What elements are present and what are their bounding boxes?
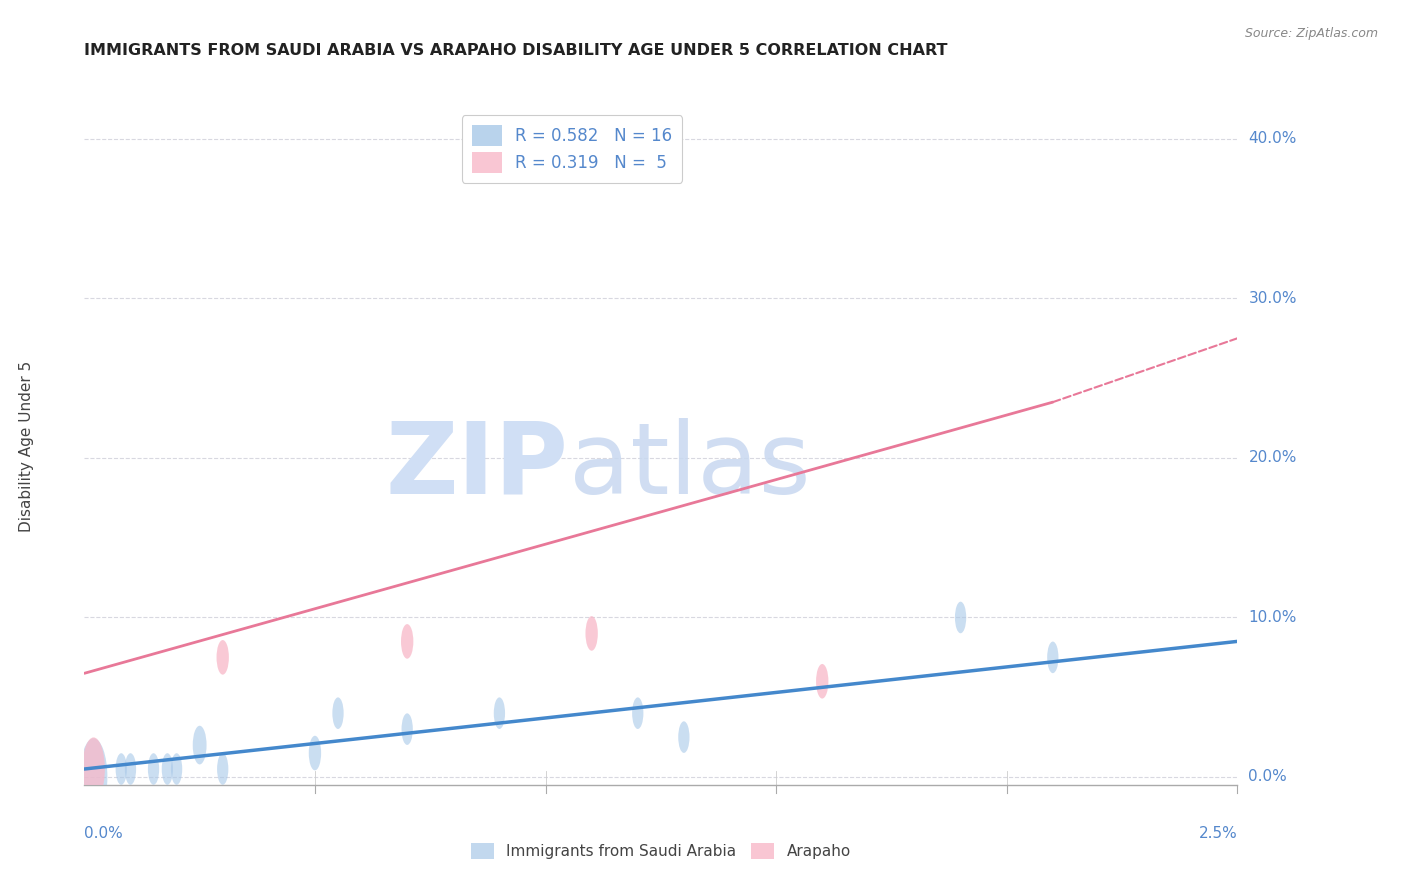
Legend: Immigrants from Saudi Arabia, Arapaho: Immigrants from Saudi Arabia, Arapaho — [465, 838, 856, 865]
Text: Disability Age Under 5: Disability Age Under 5 — [20, 360, 34, 532]
Text: 10.0%: 10.0% — [1249, 610, 1296, 625]
Text: IMMIGRANTS FROM SAUDI ARABIA VS ARAPAHO DISABILITY AGE UNDER 5 CORRELATION CHART: IMMIGRANTS FROM SAUDI ARABIA VS ARAPAHO … — [84, 43, 948, 58]
Text: 30.0%: 30.0% — [1249, 291, 1296, 306]
Text: ZIP: ZIP — [385, 417, 568, 515]
Text: atlas: atlas — [568, 417, 810, 515]
Text: Source: ZipAtlas.com: Source: ZipAtlas.com — [1244, 27, 1378, 40]
Text: 0.0%: 0.0% — [84, 826, 124, 840]
Text: 2.5%: 2.5% — [1198, 826, 1237, 840]
Text: 0.0%: 0.0% — [1249, 770, 1286, 784]
Text: 40.0%: 40.0% — [1249, 131, 1296, 146]
Text: 20.0%: 20.0% — [1249, 450, 1296, 466]
